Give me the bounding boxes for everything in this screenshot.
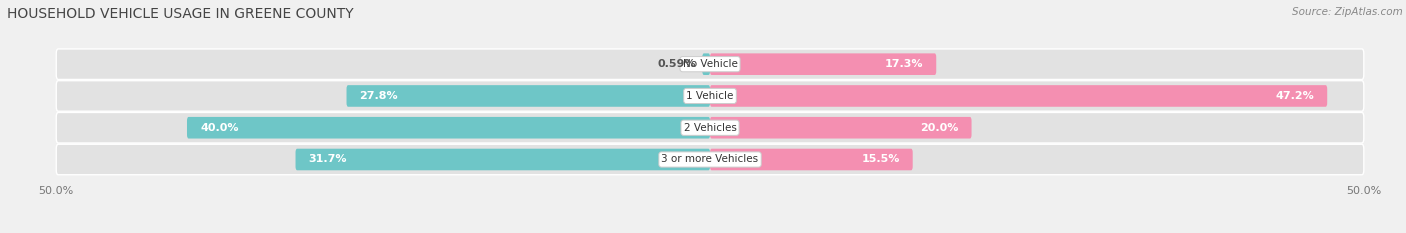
Text: 3 or more Vehicles: 3 or more Vehicles [661, 154, 759, 164]
FancyBboxPatch shape [710, 85, 1327, 107]
FancyBboxPatch shape [56, 81, 1364, 111]
FancyBboxPatch shape [295, 149, 710, 170]
Text: Source: ZipAtlas.com: Source: ZipAtlas.com [1292, 7, 1403, 17]
Text: 0.59%: 0.59% [657, 59, 696, 69]
Text: 40.0%: 40.0% [200, 123, 239, 133]
Text: 15.5%: 15.5% [862, 154, 900, 164]
FancyBboxPatch shape [710, 117, 972, 139]
Text: 1 Vehicle: 1 Vehicle [686, 91, 734, 101]
Text: 27.8%: 27.8% [360, 91, 398, 101]
FancyBboxPatch shape [346, 85, 710, 107]
Text: No Vehicle: No Vehicle [682, 59, 738, 69]
Text: 31.7%: 31.7% [308, 154, 347, 164]
FancyBboxPatch shape [56, 113, 1364, 143]
FancyBboxPatch shape [56, 49, 1364, 79]
Legend: Owner-occupied, Renter-occupied: Owner-occupied, Renter-occupied [592, 230, 828, 233]
FancyBboxPatch shape [703, 53, 710, 75]
FancyBboxPatch shape [710, 149, 912, 170]
Text: HOUSEHOLD VEHICLE USAGE IN GREENE COUNTY: HOUSEHOLD VEHICLE USAGE IN GREENE COUNTY [7, 7, 354, 21]
FancyBboxPatch shape [187, 117, 710, 139]
Text: 2 Vehicles: 2 Vehicles [683, 123, 737, 133]
FancyBboxPatch shape [710, 53, 936, 75]
Text: 20.0%: 20.0% [920, 123, 959, 133]
Text: 47.2%: 47.2% [1275, 91, 1315, 101]
FancyBboxPatch shape [56, 144, 1364, 175]
Text: 17.3%: 17.3% [884, 59, 924, 69]
